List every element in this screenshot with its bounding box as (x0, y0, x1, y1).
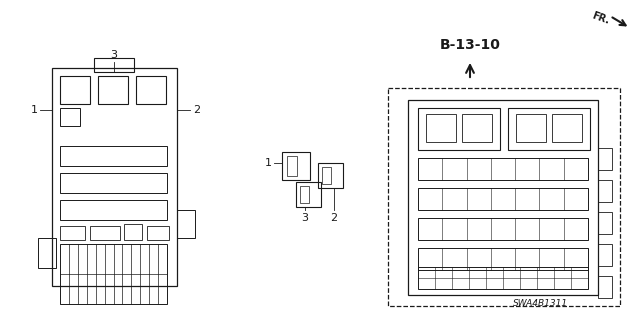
Bar (516, 114, 546, 142)
Text: B-13-10: B-13-10 (440, 38, 500, 52)
Bar (300, 186, 309, 203)
Bar (508, 108, 590, 150)
Bar (60, 173, 167, 193)
Bar (418, 108, 500, 150)
Text: 3: 3 (301, 213, 308, 223)
Bar (598, 276, 612, 298)
Bar (598, 212, 612, 234)
Bar (90, 226, 120, 240)
Bar (124, 224, 142, 240)
Text: FR.: FR. (590, 10, 611, 26)
Bar (282, 152, 310, 180)
Bar (418, 248, 588, 270)
Text: 1: 1 (31, 105, 38, 115)
Bar (418, 267, 588, 289)
Bar (322, 167, 331, 184)
Bar (418, 188, 588, 210)
Bar (388, 88, 620, 306)
Bar (60, 146, 167, 166)
Bar (598, 148, 612, 170)
Bar (98, 76, 128, 104)
Bar (418, 218, 588, 240)
Bar (287, 156, 297, 176)
Bar (136, 76, 166, 104)
Text: SWA4B1311: SWA4B1311 (513, 299, 568, 308)
Bar (418, 158, 588, 180)
Bar (296, 182, 321, 207)
Text: 2: 2 (193, 105, 200, 115)
Bar (52, 68, 177, 286)
Bar (60, 108, 80, 126)
Bar (60, 244, 167, 304)
Text: 2: 2 (330, 213, 337, 223)
Bar (147, 226, 169, 240)
Text: 3: 3 (111, 50, 118, 60)
Bar (60, 76, 90, 104)
Bar (318, 163, 343, 188)
Bar (552, 114, 582, 142)
Bar (94, 58, 134, 72)
Bar (38, 238, 56, 268)
Bar (408, 100, 598, 295)
Bar (177, 210, 195, 238)
Bar (598, 244, 612, 266)
Text: 1: 1 (265, 158, 272, 168)
Bar (426, 114, 456, 142)
Bar (60, 226, 85, 240)
Bar (462, 114, 492, 142)
Bar (60, 200, 167, 220)
Bar (598, 180, 612, 202)
